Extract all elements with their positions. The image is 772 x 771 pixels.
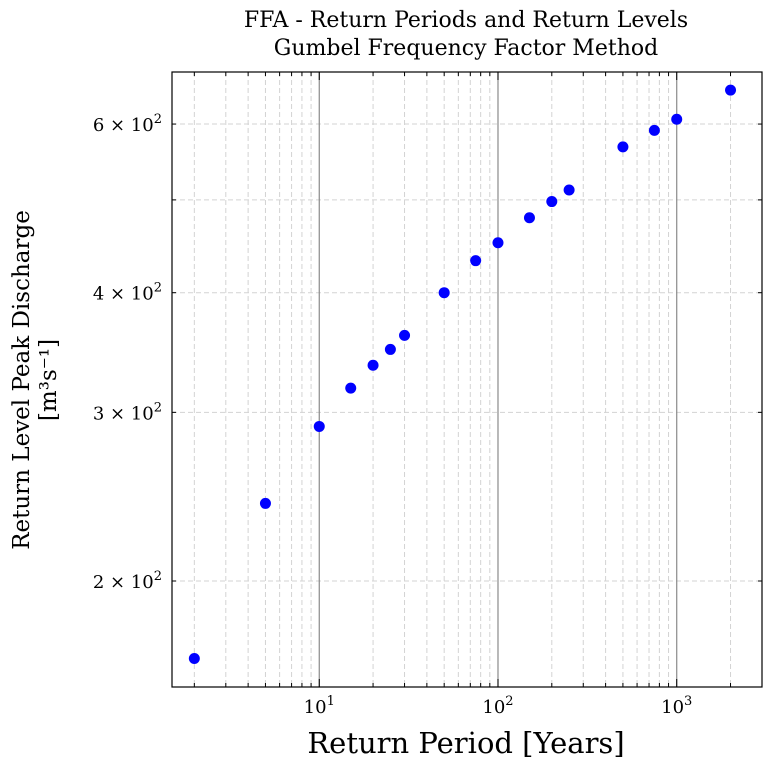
data-point <box>523 212 535 224</box>
data-point <box>648 124 660 136</box>
axes-frame <box>171 71 763 688</box>
x-tick-label: 101 <box>304 694 335 718</box>
data-point <box>617 141 629 153</box>
data-point <box>470 255 482 267</box>
x-tick-label: 102 <box>482 694 513 718</box>
data-point <box>546 196 558 208</box>
data-point <box>384 343 396 355</box>
data-points <box>188 84 737 664</box>
data-point <box>492 237 504 249</box>
data-point <box>399 329 411 341</box>
data-point <box>438 287 450 299</box>
y-axis-label-line1: Return Level Peak Discharge <box>9 210 35 550</box>
y-tick-label: 3 × 102 <box>93 400 162 424</box>
y-tick-label: 2 × 102 <box>93 569 162 593</box>
plot-frame <box>171 71 763 688</box>
x-tick-label: 103 <box>661 694 692 718</box>
tick-marks <box>172 72 762 687</box>
chart-title-line2: Gumbel Frequency Factor Method <box>274 36 658 61</box>
data-point <box>259 497 271 509</box>
data-point <box>188 652 200 664</box>
y-tick-label: 6 × 102 <box>93 112 162 136</box>
data-point <box>367 359 379 371</box>
y-tick-label: 4 × 102 <box>93 281 162 305</box>
data-point <box>563 184 575 196</box>
tick-labels: 101 102 103 2 × 102 3 × 102 4 × 102 6 × 102 <box>93 112 692 718</box>
x-axis-label: Return Period [Years] <box>307 726 624 760</box>
data-point <box>345 382 357 394</box>
data-point <box>313 420 325 432</box>
y-axis-label-line2: [m³s⁻¹] <box>36 339 62 421</box>
grid-lines <box>172 72 762 687</box>
data-point <box>725 84 737 96</box>
chart-title-line1: FFA - Return Periods and Return Levels <box>244 8 688 33</box>
data-point <box>671 113 683 125</box>
